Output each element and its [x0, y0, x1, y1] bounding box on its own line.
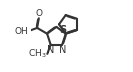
Text: OH: OH — [14, 27, 28, 36]
Text: N: N — [47, 45, 54, 55]
Text: S: S — [60, 25, 67, 35]
Text: N: N — [59, 45, 66, 55]
Text: CH$_3$: CH$_3$ — [28, 48, 47, 60]
Text: O: O — [36, 9, 43, 18]
